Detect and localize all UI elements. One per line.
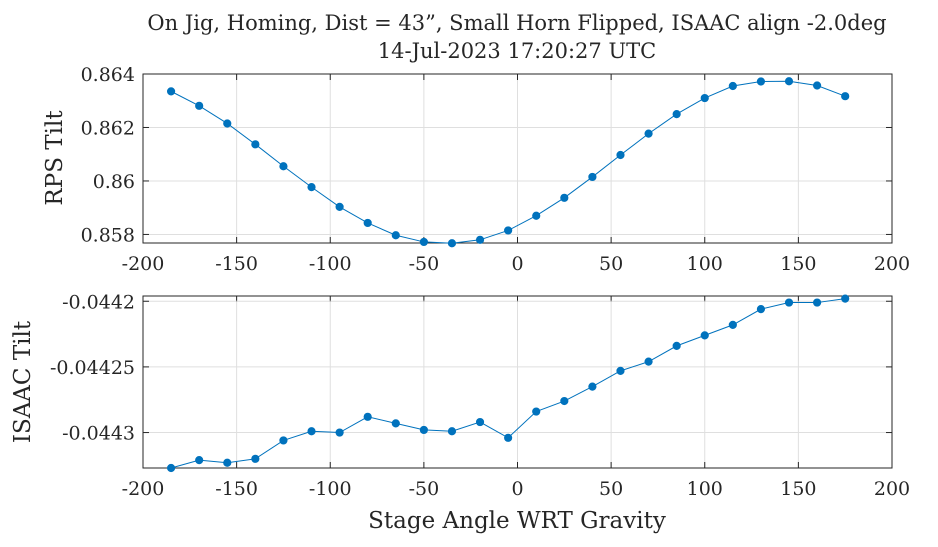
top-x-tick-label: 100 <box>687 253 723 275</box>
bottom-x-tick-label: 0 <box>511 478 523 500</box>
top-plot-rps-tilt: -200 -150 -100 -50 0 50 100 150 200 0.858 0.86 0.86… <box>81 64 911 275</box>
top-data-point <box>419 237 428 247</box>
bottom-data-point <box>447 427 457 436</box>
top-y-tick-label: 0.86 <box>93 171 135 193</box>
bottom-data-point <box>391 419 400 428</box>
top-data-point <box>475 235 485 244</box>
bottom-data-point <box>223 458 232 467</box>
top-data-point <box>363 218 372 228</box>
top-data-point <box>166 87 176 96</box>
top-data-point <box>644 129 653 138</box>
chart-title: On Jig, Homing, Dist = 43”, Small Horn F… <box>147 11 886 35</box>
top-x-tick-label: -200 <box>122 253 165 275</box>
bottom-data-point <box>616 366 625 375</box>
bottom-x-tick-label: -200 <box>122 478 165 500</box>
top-data-point <box>616 150 625 160</box>
top-data-point <box>335 202 344 212</box>
bottom-data-point <box>363 412 372 421</box>
top-data-point <box>307 183 316 192</box>
top-data-point <box>700 93 709 103</box>
bottom-data-point <box>672 341 681 350</box>
bottom-x-tick-label: 150 <box>780 478 816 500</box>
bottom-axes-box <box>142 295 893 469</box>
bottom-x-tick-label: 50 <box>599 478 623 500</box>
top-data-point <box>728 81 737 91</box>
chart-subtitle: 14-Jul-2023 17:20:27 UTC <box>378 39 656 63</box>
bottom-plot-isaac-tilt: -200 -150 -100 -50 0 50 100 150 200 -0.0443 -0.044… <box>50 291 910 500</box>
bottom-data-point <box>532 407 541 416</box>
bottom-data-point <box>279 436 288 445</box>
bottom-y-tick-label: -0.04425 <box>50 357 135 379</box>
top-data-point <box>841 92 850 101</box>
bottom-x-tick-label: -150 <box>215 478 258 500</box>
top-data-point <box>756 77 766 86</box>
bottom-x-tick-label: 200 <box>874 478 910 500</box>
top-data-point <box>560 193 569 202</box>
top-y-tick-label: 0.864 <box>81 64 135 86</box>
bottom-data-point <box>728 320 737 329</box>
top-data-point <box>251 140 260 149</box>
bottom-data-point <box>560 396 569 406</box>
top-data-point <box>223 119 232 128</box>
bottom-data-point <box>756 305 766 314</box>
top-data-point <box>532 211 541 220</box>
bottom-data-point <box>700 331 709 340</box>
top-data-point <box>784 77 794 86</box>
bottom-data-point <box>813 298 822 307</box>
bottom-data-point <box>644 357 653 366</box>
top-axes-box <box>142 73 893 244</box>
bottom-data-point <box>195 456 204 465</box>
bottom-x-tick-label: -100 <box>309 478 352 500</box>
bottom-y-tick-label: -0.0443 <box>62 423 135 445</box>
top-y-axis-label: RPS Tilt <box>42 110 68 206</box>
bottom-data-point <box>841 294 850 303</box>
bottom-data-point <box>475 417 485 427</box>
top-x-tick-label: 200 <box>874 253 910 275</box>
top-data-point <box>391 231 400 240</box>
top-y-tick-label: 0.862 <box>81 117 135 139</box>
top-data-point <box>504 226 513 235</box>
bottom-data-point <box>335 428 344 437</box>
top-data-point <box>447 239 457 248</box>
bottom-x-tick-label: -50 <box>409 478 440 500</box>
bottom-y-axis-label: ISAAC Tilt <box>10 320 36 443</box>
top-x-tick-label: 0 <box>511 253 523 275</box>
top-data-point <box>588 172 597 182</box>
top-x-tick-label: 150 <box>780 253 816 275</box>
bottom-data-point <box>251 454 260 463</box>
top-data-point <box>813 81 822 90</box>
bottom-y-tick-label: -0.0442 <box>62 291 135 313</box>
top-data-point <box>195 101 204 110</box>
top-y-tick-label: 0.858 <box>81 224 135 246</box>
top-data-point <box>672 110 681 119</box>
bottom-data-point <box>419 425 428 435</box>
top-x-tick-label: -50 <box>409 253 440 275</box>
bottom-x-axis-label: Stage Angle WRT Gravity <box>368 508 666 534</box>
top-data-point <box>279 162 288 171</box>
bottom-data-point <box>588 382 597 391</box>
bottom-data-point <box>307 427 316 436</box>
bottom-data-point <box>166 463 176 473</box>
top-x-tick-label: -100 <box>309 253 352 275</box>
bottom-x-tick-label: 100 <box>687 478 723 500</box>
top-x-tick-label: -150 <box>215 253 258 275</box>
top-x-tick-label: 50 <box>599 253 623 275</box>
bottom-data-point <box>504 433 513 442</box>
bottom-data-point <box>784 298 794 307</box>
